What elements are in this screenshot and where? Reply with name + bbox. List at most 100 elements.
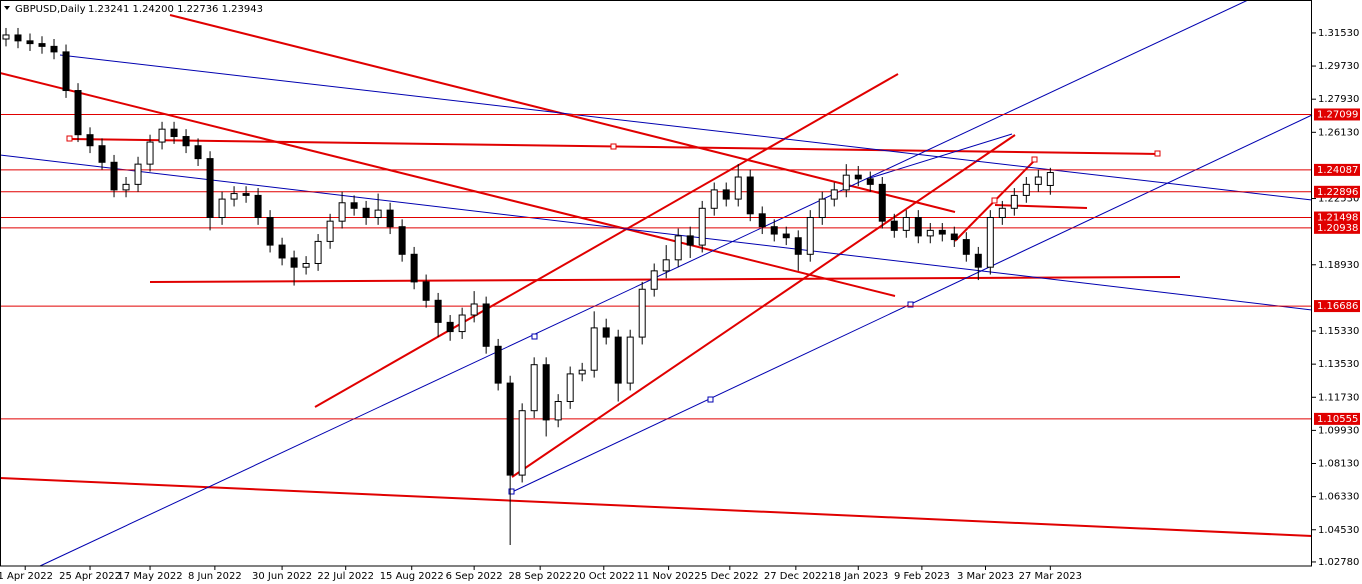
candle-body (482, 303, 490, 347)
x-tick-label: 15 Aug 2022 (380, 571, 444, 582)
anchor (1031, 156, 1038, 163)
x-tick-label: 9 Feb 2023 (894, 571, 950, 582)
trend-line (0, 72, 896, 297)
candle-body (902, 216, 910, 231)
level-label-box (1314, 163, 1360, 176)
trend-line (994, 204, 1088, 209)
level-label: 1.20938 (1317, 223, 1358, 234)
candle-body (146, 141, 154, 165)
level-label: 1.24087 (1317, 165, 1358, 176)
x-tick-label: 17 May 2022 (117, 571, 182, 582)
candle-body (434, 299, 442, 323)
candle-body (110, 161, 118, 191)
trend-line (39, 0, 1249, 567)
candle-body (206, 158, 214, 218)
candle-body (338, 202, 346, 222)
x-tick-label: 11 Nov 2022 (637, 571, 701, 582)
level-label: 1.22896 (1317, 187, 1358, 198)
x-tick-label: 3 Mar 2023 (957, 571, 1014, 582)
candle-body (878, 183, 886, 222)
candle-body (782, 233, 790, 239)
candle-body (278, 244, 286, 259)
candle-body (578, 369, 586, 375)
candle-body (758, 213, 766, 228)
candle-body (230, 193, 238, 200)
candle-body (134, 163, 142, 185)
candle-body (1046, 172, 1054, 186)
candle-body (302, 262, 310, 268)
candle-body (1010, 194, 1018, 209)
candle-body (590, 327, 598, 371)
candle-body (962, 239, 970, 255)
candle-body (182, 136, 190, 147)
candle-body (566, 373, 574, 402)
candle-body (314, 240, 322, 264)
candle-body (866, 178, 874, 185)
candle-body (62, 51, 70, 92)
y-tick-label: 1.02780 (1318, 557, 1359, 568)
candle-body (662, 259, 670, 272)
x-tick-label: 8 Jun 2022 (188, 571, 242, 582)
x-tick-label: 18 Jan 2023 (828, 571, 888, 582)
plot-frame (0, 0, 1312, 567)
y-tick-label: 1.06330 (1318, 492, 1359, 503)
candle-body (854, 174, 862, 180)
y-tick-label: 1.11730 (1318, 392, 1359, 403)
candle-body (842, 174, 850, 191)
level-label-box (1314, 185, 1360, 198)
candle-body (362, 207, 370, 218)
candle-body (446, 321, 454, 333)
candle-body (818, 198, 826, 218)
menu-arrow[interactable] (4, 6, 10, 10)
candle-body (686, 235, 694, 246)
trend-line (869, 133, 1013, 179)
y-tick-label: 1.26130 (1318, 127, 1359, 138)
anchor (707, 396, 714, 403)
level-label-box (1314, 300, 1360, 313)
x-tick-label: 30 Jun 2022 (252, 571, 312, 582)
candle-body (1022, 183, 1030, 196)
x-tick-label: 25 Apr 2022 (59, 571, 121, 582)
candle-body (950, 233, 958, 241)
x-tick-label: 20 Oct 2022 (573, 571, 635, 582)
anchor (508, 488, 515, 495)
candle-body (986, 216, 994, 268)
x-tick-label: 27 Mar 2023 (1019, 571, 1082, 582)
level-label: 1.16686 (1317, 301, 1358, 312)
candle-body (374, 209, 382, 218)
candle-body (914, 216, 922, 237)
level-label-box (1314, 108, 1360, 121)
anchor (907, 301, 914, 308)
candle-body (674, 235, 682, 261)
candle-body (266, 216, 274, 246)
candle-body (890, 220, 898, 231)
candle-body (614, 336, 622, 384)
level-label: 1.21498 (1317, 213, 1358, 224)
y-tick-label: 1.27930 (1318, 94, 1359, 105)
y-tick-label: 1.13530 (1318, 359, 1359, 370)
candle-body (98, 145, 106, 163)
candle-body (290, 257, 298, 268)
candle-body (410, 253, 418, 283)
candle-body (74, 90, 82, 136)
candle-body (50, 45, 58, 53)
candle-body (398, 226, 406, 255)
candle-body (158, 128, 166, 143)
candle-body (170, 128, 178, 138)
candle-body (350, 202, 358, 209)
anchor (66, 135, 73, 142)
trend-line (314, 73, 899, 408)
candle-body (254, 194, 262, 218)
trend-line (0, 154, 1313, 311)
candle-body (326, 220, 334, 242)
chart-title: GBPUSD,Daily (15, 4, 86, 15)
candle-body (122, 183, 130, 191)
anchor (610, 143, 617, 150)
candle-body (650, 270, 658, 290)
y-tick-label: 1.15330 (1318, 326, 1359, 337)
candle-body (218, 198, 226, 218)
candle-body (542, 364, 550, 421)
y-tick-label: 1.22530 (1318, 194, 1359, 205)
trend-lines (0, 0, 1313, 567)
level-label-box (1314, 221, 1360, 234)
